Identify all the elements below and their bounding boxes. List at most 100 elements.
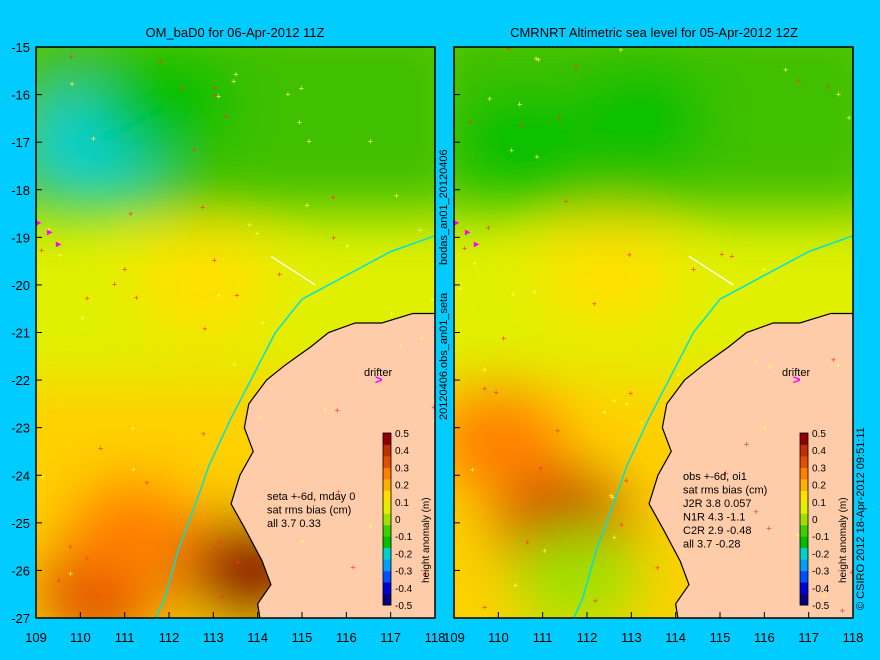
drifter-marker: ▸ bbox=[35, 217, 42, 228]
colorbar-tick-label: -0.1 bbox=[395, 532, 413, 543]
drifter-marker: > bbox=[793, 372, 801, 387]
colorbar-swatch bbox=[383, 547, 391, 560]
colorbar-tick-label: -0.4 bbox=[395, 584, 413, 595]
obs-marker: + bbox=[676, 370, 682, 378]
x-tick-label: 115 bbox=[710, 630, 731, 645]
obs-marker: + bbox=[525, 538, 531, 546]
x-tick-label: 117 bbox=[798, 630, 819, 645]
y-tick-label: -19 bbox=[11, 230, 30, 245]
obs-marker: + bbox=[654, 564, 660, 572]
obs-marker: + bbox=[482, 385, 488, 393]
y-tick-label: -17 bbox=[11, 135, 30, 150]
obs-marker: + bbox=[216, 292, 222, 300]
obs-marker: + bbox=[69, 53, 75, 61]
obs-marker: + bbox=[304, 201, 310, 209]
obs-marker: + bbox=[157, 58, 163, 66]
obs-marker: + bbox=[296, 119, 302, 127]
x-tick-label: 115 bbox=[292, 630, 313, 645]
obs-marker: + bbox=[761, 265, 767, 273]
obs-marker: + bbox=[536, 56, 542, 64]
obs-marker: + bbox=[257, 413, 263, 421]
obs-marker: + bbox=[767, 363, 773, 371]
obs-marker: + bbox=[80, 314, 86, 322]
colorbar-swatch bbox=[800, 513, 808, 526]
colorbar-tick-label: 0.5 bbox=[395, 429, 409, 440]
colorbar-frame bbox=[799, 432, 809, 606]
obs-marker: + bbox=[235, 559, 241, 567]
x-tick-label: 113 bbox=[621, 630, 642, 645]
obs-marker: + bbox=[501, 335, 507, 343]
colorbar-swatch bbox=[383, 467, 391, 480]
map-area: + + + + + + + + + + + + + + + + + + + + + + + + + + + + + + + + + + + + + + + +… bbox=[35, 47, 437, 618]
obs-marker: + bbox=[563, 198, 569, 206]
obs-marker: + bbox=[200, 203, 206, 211]
annotation-line: all 3.7 -0.28 bbox=[683, 539, 740, 551]
x-tick-label: 118 bbox=[843, 630, 864, 645]
obs-marker: + bbox=[783, 66, 789, 74]
x-tick-label: 111 bbox=[533, 630, 553, 645]
obs-marker: + bbox=[211, 256, 217, 264]
y-ticks: -15 -16 -17 -18 -19 -20 -21 -22 -23 -24 -25 -26 -27 bbox=[11, 40, 42, 626]
obs-marker: + bbox=[322, 406, 328, 414]
obs-marker: + bbox=[766, 525, 772, 533]
anomaly-low bbox=[539, 220, 680, 331]
observations: ++++++++++++++++++++++++++++++++++++++++… bbox=[454, 45, 853, 615]
obs-marker: + bbox=[618, 46, 624, 54]
obs-marker: + bbox=[714, 541, 720, 549]
obs-marker: + bbox=[753, 508, 759, 516]
panel-cmrnrt: CMRNRT Altimetric sea level for 05-Apr-2… bbox=[443, 25, 864, 645]
altimeter-track bbox=[573, 234, 853, 618]
colorbar-tick-label: 0.1 bbox=[812, 498, 826, 509]
obs-marker: + bbox=[821, 592, 827, 600]
obs-marker: + bbox=[179, 85, 185, 93]
colorbar-swatch bbox=[800, 478, 808, 491]
anomaly-low bbox=[454, 386, 569, 497]
observations: ++++++++++++++++++++++++++++++++++++++++… bbox=[35, 53, 437, 601]
annotation-line: J2R 3.8 0.057 bbox=[683, 498, 752, 510]
obs-marker: + bbox=[626, 251, 632, 259]
colorbar-swatch bbox=[800, 444, 808, 457]
obs-marker: + bbox=[506, 45, 512, 53]
y-tick-label: -20 bbox=[11, 278, 30, 293]
obs-marker: + bbox=[619, 521, 625, 529]
obs-marker: + bbox=[429, 295, 435, 303]
annotation-line: seta +-6d, mday 0 bbox=[267, 491, 355, 503]
x-tick-label: 109 bbox=[25, 630, 47, 645]
drifter-marker: ▸ bbox=[46, 227, 53, 238]
obs-marker: + bbox=[84, 554, 90, 562]
colorbar-tick-label: -0.5 bbox=[395, 601, 413, 612]
obs-marker: + bbox=[719, 251, 725, 259]
colorbar-frame bbox=[382, 432, 392, 606]
obs-marker: + bbox=[223, 112, 229, 120]
obs-marker: + bbox=[624, 400, 630, 408]
obs-marker: + bbox=[299, 538, 305, 546]
source-label: 20120406.obs_an01_seta bbox=[438, 292, 450, 420]
y-tick-label: -25 bbox=[11, 516, 30, 531]
colorbar-tick-label: -0.2 bbox=[395, 549, 413, 560]
obs-marker: + bbox=[485, 224, 491, 232]
y-tick-label: -26 bbox=[11, 563, 30, 578]
drifter-marker: ▸ bbox=[473, 239, 480, 250]
colorbar-swatch bbox=[383, 582, 391, 595]
obs-marker: + bbox=[472, 260, 478, 268]
colorbar-swatch bbox=[383, 570, 391, 583]
obs-marker: + bbox=[840, 607, 846, 615]
colorbar-swatch bbox=[383, 501, 391, 514]
obs-marker: + bbox=[729, 253, 735, 261]
annotation-line: sat rms bias (cm) bbox=[683, 485, 767, 497]
obs-marker: + bbox=[826, 83, 832, 91]
colorbar-swatch bbox=[383, 444, 391, 457]
colorbar-tick-label: -0.1 bbox=[812, 532, 830, 543]
obs-marker: + bbox=[531, 288, 537, 296]
y-tick-label: -16 bbox=[11, 88, 30, 103]
annotation-line: N1R 4.3 -1.1 bbox=[683, 512, 745, 524]
obs-marker: + bbox=[431, 417, 437, 425]
obs-marker: + bbox=[232, 361, 238, 369]
colorbar-swatch bbox=[383, 593, 391, 606]
colorbar-tick-label: 0.3 bbox=[812, 463, 826, 474]
anomaly-low bbox=[134, 229, 275, 340]
panel-om-bad0: OM_baD0 for 06-Apr-2012 11Z ++++++++++++… bbox=[11, 25, 445, 645]
colorbar-swatch bbox=[800, 570, 808, 583]
obs-marker: + bbox=[608, 492, 614, 500]
obs-marker: + bbox=[638, 418, 644, 426]
